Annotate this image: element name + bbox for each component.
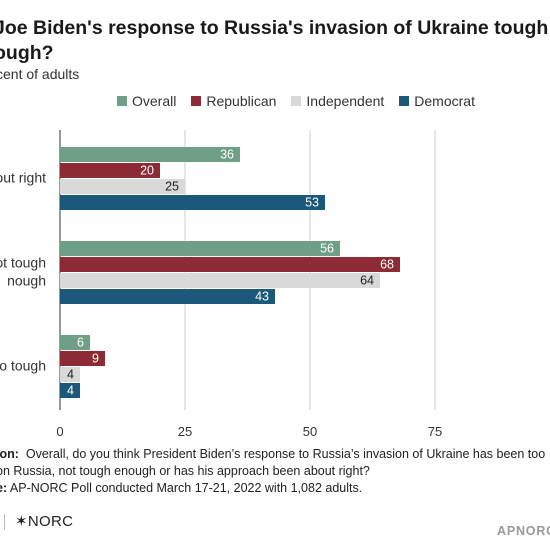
footnote-question-label: ion: bbox=[0, 447, 19, 461]
bar-independent-1 bbox=[60, 273, 380, 288]
bar-overall-1 bbox=[60, 241, 340, 256]
norc-logo-text: ✶NORC bbox=[15, 513, 74, 530]
legend-swatch-overall bbox=[117, 96, 127, 106]
legend-item-overall: Overall bbox=[117, 93, 176, 109]
x-tick-label-0: 0 bbox=[56, 424, 63, 439]
legend-label-overall: Overall bbox=[132, 93, 177, 109]
category-label-1-line-0: ot tough bbox=[0, 255, 46, 271]
category-label-2: o tough bbox=[0, 358, 46, 374]
footnote-source-label: e: bbox=[0, 481, 8, 495]
legend-item-republican: Republican bbox=[191, 93, 276, 109]
chart-title-line-1: Joe Biden's response to Russia's invasio… bbox=[0, 17, 549, 39]
legend-item-independent: Independent bbox=[291, 93, 384, 109]
data-label-democrat-2: 4 bbox=[67, 384, 74, 398]
category-label-1-line-1: nough bbox=[7, 273, 46, 289]
data-label-republican-2: 9 bbox=[92, 352, 99, 366]
data-label-overall-0: 36 bbox=[220, 148, 234, 162]
bar-republican-1 bbox=[60, 257, 400, 272]
chart-title-line-2: ough? bbox=[0, 42, 54, 64]
apnorc-link[interactable]: APNORC bbox=[497, 524, 550, 538]
legend-label-republican: Republican bbox=[206, 93, 277, 109]
bar-republican-2 bbox=[60, 351, 105, 366]
category-label-0: out right bbox=[0, 170, 46, 186]
legend-swatch-democrat bbox=[399, 96, 410, 106]
logo-divider bbox=[4, 514, 5, 531]
footnote-source-text: AP-NORC Poll conducted March 17-21, 2022… bbox=[9, 481, 363, 495]
data-label-independent-1: 64 bbox=[360, 274, 374, 288]
data-label-independent-2: 4 bbox=[67, 368, 74, 382]
data-label-overall-2: 6 bbox=[77, 336, 84, 350]
bar-democrat-0 bbox=[60, 195, 325, 210]
legend-label-independent: Independent bbox=[306, 93, 385, 109]
legend-item-democrat: Democrat bbox=[399, 93, 475, 109]
footnote-question-text-1: Overall, do you think President Biden’s … bbox=[25, 447, 546, 461]
legend-swatch-independent bbox=[291, 96, 302, 106]
footnote-question-line-1: ion: Overall, do you think President Bid… bbox=[0, 446, 550, 463]
chart-subtitle: cent of adults bbox=[0, 66, 80, 82]
bar-independent-0 bbox=[60, 179, 185, 194]
bar-democrat-2 bbox=[60, 383, 80, 398]
norc-logo: ✶NORC bbox=[4, 512, 74, 531]
chart-title: Joe Biden's response to Russia's invasio… bbox=[0, 16, 550, 66]
footnote-source-line: e: AP-NORC Poll conducted March 17-21, 2… bbox=[0, 480, 550, 497]
bar-democrat-1 bbox=[60, 289, 275, 304]
legend-swatch-republican bbox=[191, 96, 202, 106]
data-label-democrat-1: 43 bbox=[255, 290, 269, 304]
bar-chart: 0 25 50 75 out right ot tough nough o tough 36 56… bbox=[0, 130, 442, 439]
footnote-question-line-2: on Russia, not tough enough or has his a… bbox=[0, 463, 550, 480]
bar-republican-0 bbox=[60, 163, 160, 178]
x-tick-label-50: 50 bbox=[303, 424, 317, 439]
x-tick-label-75: 75 bbox=[428, 424, 442, 439]
bar-overall-2 bbox=[60, 335, 90, 350]
data-label-independent-0: 25 bbox=[165, 180, 179, 194]
footnote-question-text-2: on Russia, not tough enough or has his a… bbox=[0, 464, 370, 478]
x-tick-label-25: 25 bbox=[178, 424, 192, 439]
data-label-republican-1: 68 bbox=[380, 258, 394, 272]
bar-overall-0 bbox=[60, 147, 240, 162]
footnote: ion: Overall, do you think President Bid… bbox=[0, 446, 550, 497]
chart-legend: Overall Republican Independent Democrat bbox=[117, 91, 490, 111]
data-label-republican-0: 20 bbox=[140, 164, 154, 178]
bar-independent-2 bbox=[60, 367, 80, 382]
legend-label-democrat: Democrat bbox=[414, 93, 475, 109]
data-label-democrat-0: 53 bbox=[305, 196, 319, 210]
data-label-overall-1: 56 bbox=[320, 242, 334, 256]
